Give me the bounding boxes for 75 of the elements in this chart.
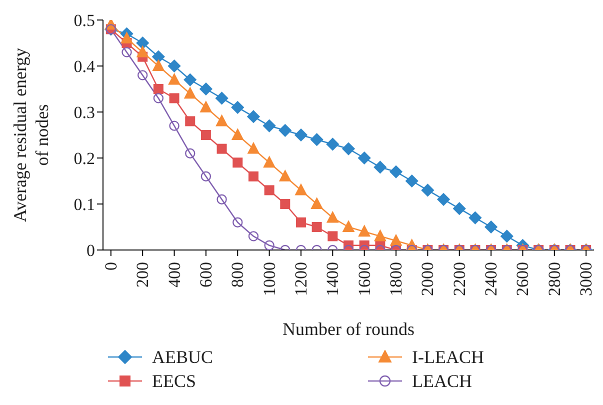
point bbox=[231, 101, 244, 114]
point bbox=[279, 170, 292, 182]
legend-label: AEBUC bbox=[152, 346, 214, 368]
point bbox=[185, 148, 196, 158]
point bbox=[169, 120, 180, 131]
point bbox=[136, 36, 149, 50]
point bbox=[326, 211, 339, 223]
point bbox=[390, 234, 402, 246]
y-tick-label: 0 bbox=[86, 241, 95, 260]
point bbox=[232, 158, 243, 168]
point bbox=[248, 171, 258, 182]
point bbox=[232, 128, 244, 140]
point bbox=[326, 138, 340, 151]
point bbox=[200, 82, 212, 96]
point bbox=[168, 60, 181, 72]
point bbox=[184, 87, 196, 99]
x-tick-label: 1000 bbox=[260, 262, 279, 296]
point bbox=[185, 116, 196, 126]
point bbox=[406, 174, 418, 188]
y-tick-label: 0.4 bbox=[74, 57, 96, 76]
point bbox=[263, 156, 276, 168]
x-tick-label: 600 bbox=[196, 262, 216, 288]
point bbox=[153, 84, 164, 94]
x-tick-label: 2000 bbox=[418, 262, 438, 296]
point bbox=[184, 73, 196, 86]
point bbox=[216, 114, 228, 126]
point bbox=[200, 130, 211, 140]
y-tick-label: 0.3 bbox=[74, 103, 95, 122]
x-tick-label: 1600 bbox=[354, 262, 374, 296]
x-tick-label: 1800 bbox=[386, 262, 406, 296]
point bbox=[390, 165, 402, 178]
x-tick-label: 2800 bbox=[544, 262, 564, 296]
legend-label: LEACH bbox=[412, 370, 472, 392]
point bbox=[153, 93, 164, 104]
x-tick-label: 1200 bbox=[291, 262, 310, 296]
x-tick-label: 2200 bbox=[450, 262, 469, 296]
x-tick-label: 400 bbox=[164, 262, 184, 288]
point bbox=[136, 46, 148, 58]
point bbox=[152, 60, 164, 71]
point bbox=[137, 70, 148, 80]
point bbox=[342, 142, 355, 156]
point bbox=[295, 184, 307, 196]
y-tick-label: 0.5 bbox=[74, 11, 95, 30]
y-tick-label: 0.2 bbox=[74, 149, 95, 168]
point bbox=[374, 160, 387, 174]
point bbox=[310, 198, 323, 209]
point bbox=[200, 101, 212, 112]
legend-label: EECS bbox=[152, 370, 196, 392]
point bbox=[168, 73, 180, 85]
y-axis-title: Average residual energy of nodes bbox=[10, 48, 52, 222]
point bbox=[215, 92, 228, 105]
point bbox=[294, 128, 308, 142]
x-tick-label: 800 bbox=[228, 262, 248, 288]
point bbox=[248, 142, 260, 154]
point bbox=[122, 47, 132, 58]
x-axis-title: Number of rounds bbox=[282, 319, 414, 339]
point bbox=[169, 93, 180, 104]
point bbox=[278, 124, 292, 137]
x-tick-label: 2600 bbox=[513, 262, 532, 296]
point bbox=[247, 110, 260, 123]
point bbox=[262, 119, 276, 132]
point bbox=[310, 133, 324, 146]
point bbox=[358, 152, 371, 164]
legend-label: I-LEACH bbox=[412, 346, 484, 368]
x-tick-label: 0 bbox=[101, 262, 120, 270]
point bbox=[216, 144, 227, 154]
x-tick-label: 2400 bbox=[482, 262, 501, 296]
x-tick-label: 1400 bbox=[323, 262, 342, 296]
y-tick-label: 0.1 bbox=[74, 195, 95, 214]
point bbox=[152, 50, 165, 64]
point bbox=[342, 220, 354, 232]
x-tick-label: 3000 bbox=[576, 262, 596, 296]
point bbox=[120, 32, 133, 44]
x-tick-label: 200 bbox=[133, 262, 152, 288]
point bbox=[200, 171, 212, 182]
